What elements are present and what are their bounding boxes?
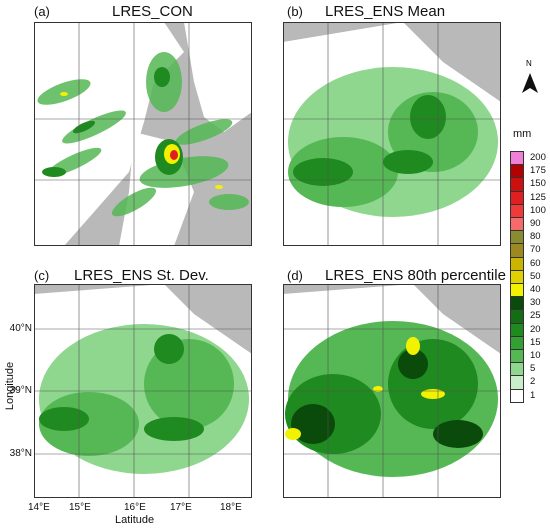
colorbar-swatch	[510, 322, 524, 337]
lat-tick-38: 38°N	[9, 448, 32, 459]
colorbar-swatch	[510, 243, 524, 258]
colorbar-label: 1	[530, 389, 536, 401]
x-axis-label: Latitude	[115, 514, 155, 526]
panel-c-tag: (c)	[34, 268, 50, 283]
colorbar-swatch	[510, 335, 524, 350]
colorbar-swatch	[510, 217, 524, 232]
north-label: N	[526, 59, 532, 68]
map-c-gridlines	[34, 284, 252, 498]
colorbar-label: 20	[530, 323, 541, 335]
colorbar-label: 200	[530, 152, 546, 163]
colorbar-label: 40	[530, 284, 541, 295]
y-axis-label: Longitude	[4, 361, 17, 411]
lon-tick-18: 18°E	[220, 502, 242, 513]
colorbar-label: 5	[530, 363, 536, 375]
colorbar-swatch	[510, 283, 524, 298]
colorbar-label: 125	[530, 191, 546, 203]
lat-tick-39: 39°N	[9, 385, 32, 396]
map-d-svg	[283, 284, 501, 498]
colorbar-unit: mm	[513, 128, 532, 140]
colorbar-label: 10	[530, 350, 541, 361]
colorbar-swatch	[510, 190, 524, 205]
panel-b-title: LRES_ENS Mean	[325, 3, 446, 20]
colorbar-label: 80	[530, 231, 541, 243]
colorbar-swatch	[510, 349, 524, 364]
panel-d-tag: (d)	[287, 268, 303, 283]
colorbar-label: 70	[530, 244, 541, 256]
lon-tick-14: 14°E	[28, 502, 50, 513]
colorbar-swatch	[510, 375, 524, 390]
lon-tick-16: 16°E	[124, 502, 146, 513]
colorbar-label: 100	[530, 204, 546, 216]
map-panel-d	[283, 284, 501, 498]
colorbar-label: 25	[530, 310, 541, 322]
colorbar-label: 175	[530, 165, 546, 177]
map-panel-c	[34, 284, 252, 498]
panel-b-tag: (b)	[287, 4, 303, 19]
map-b-gridlines	[283, 22, 501, 246]
colorbar-label: 2	[530, 376, 536, 388]
colorbar-swatch	[510, 230, 524, 245]
colorbar-swatch	[510, 309, 524, 324]
colorbar-label: 30	[530, 297, 541, 309]
colorbar-swatch	[510, 296, 524, 311]
north-arrow: N	[520, 59, 540, 100]
panel-d-title: LRES_ENS 80th percentile	[325, 267, 506, 284]
panel-a-tag: (a)	[34, 4, 50, 19]
map-a-svg	[34, 22, 252, 246]
map-d-gridlines	[283, 284, 501, 498]
map-panel-a	[34, 22, 252, 246]
north-arrow-icon	[522, 73, 538, 93]
lon-tick-15: 15°E	[69, 502, 91, 513]
colorbar-swatch	[510, 362, 524, 377]
lon-tick-17: 17°E	[170, 502, 192, 513]
colorbar-swatch	[510, 269, 524, 284]
colorbar-label: 90	[530, 218, 541, 229]
colorbar-swatch	[510, 177, 524, 192]
lat-tick-40: 40°N	[9, 323, 32, 334]
map-panel-b	[283, 22, 501, 246]
colorbar-swatch	[510, 203, 524, 218]
colorbar-label: 15	[530, 336, 541, 348]
colorbar-label: 150	[530, 178, 546, 190]
colorbar-swatch	[510, 388, 524, 403]
panel-a-title: LRES_CON	[112, 3, 193, 20]
colorbar-label: 50	[530, 270, 541, 282]
colorbar-label: 60	[530, 257, 541, 269]
colorbar-swatch	[510, 151, 524, 166]
map-a-gridlines	[34, 22, 252, 246]
map-c-svg	[34, 284, 252, 498]
map-b-svg	[283, 22, 501, 246]
panel-c-title: LRES_ENS St. Dev.	[74, 267, 209, 284]
colorbar-swatch	[510, 256, 524, 271]
colorbar-swatch	[510, 164, 524, 179]
